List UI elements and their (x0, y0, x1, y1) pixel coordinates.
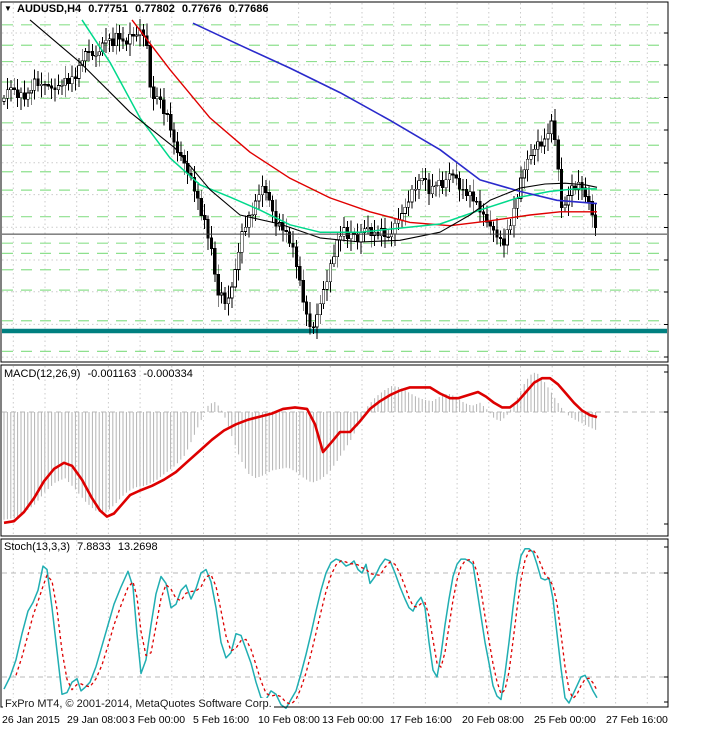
time-axis-label: 25 Feb 00:00 (534, 714, 596, 726)
time-axis[interactable]: 26 Jan 2015 29 Jan 08:00 3 Feb 00:00 5 Feb … (0, 712, 711, 732)
ohlc-low: 0.77676 (181, 3, 222, 15)
symbol-label: AUDUSD,H4 (17, 3, 82, 15)
symbol-dropdown-arrow-icon[interactable]: ▼ (4, 4, 12, 13)
price-axis[interactable]: 0.801500.797600.793600.789600.785600.781… (668, 0, 711, 712)
ohlc-high: 0.77802 (135, 3, 175, 15)
stoch-value-d: 13.2698 (117, 541, 158, 553)
stoch-d-line (15, 549, 598, 705)
stoch-value-k: 7.8833 (77, 541, 111, 553)
ma-slow-red (131, 19, 597, 227)
macd-label: MACD(12,26,9) -0.001163 -0.000334 (4, 368, 197, 380)
macd-pane (2, 372, 667, 525)
time-axis-label: 3 Feb 00:00 (129, 714, 186, 726)
price-level-lines (2, 24, 667, 352)
candlestick-layer (2, 19, 598, 340)
time-axis-label: 29 Jan 08:00 (67, 714, 128, 726)
time-axis-label: 10 Feb 08:00 (258, 714, 320, 726)
macd-value-signal: -0.000334 (143, 368, 193, 380)
ohlc-open: 0.77751 (88, 3, 129, 15)
macd-signal-line (3, 376, 598, 525)
time-axis-label: 17 Feb 16:00 (390, 714, 452, 726)
macd-value-main: -0.001163 (87, 368, 137, 380)
ohlc-close: 0.77686 (228, 3, 269, 15)
stochastic-pane (2, 547, 667, 709)
time-axis-label: 20 Feb 08:00 (462, 714, 524, 726)
panel-borders (0, 1, 669, 708)
ma-fast-black (29, 19, 598, 243)
time-axis-label: 13 Feb 00:00 (322, 714, 384, 726)
ma-long-blue (192, 22, 598, 205)
time-axis-label: 5 Feb 16:00 (193, 714, 250, 726)
stoch-k-line (3, 547, 598, 709)
time-axis-label: 27 Feb 16:00 (606, 714, 668, 726)
stoch-name: Stoch(13,3,3) (4, 541, 71, 553)
time-axis-label: 26 Jan 2015 (2, 714, 60, 726)
grid-lines (2, 3, 667, 706)
ma-medium-green (81, 19, 597, 233)
macd-name: MACD(12,26,9) (4, 368, 81, 380)
moving-averages (29, 19, 598, 243)
chart-title: AUDUSD,H4 0.77751 0.77802 0.77676 0.7768… (17, 3, 273, 15)
copyright-text: FxPro MT4, © 2001-2014, MetaQuotes Softw… (3, 698, 274, 710)
stoch-label: Stoch(13,3,3) 7.8833 13.2698 (4, 541, 162, 553)
